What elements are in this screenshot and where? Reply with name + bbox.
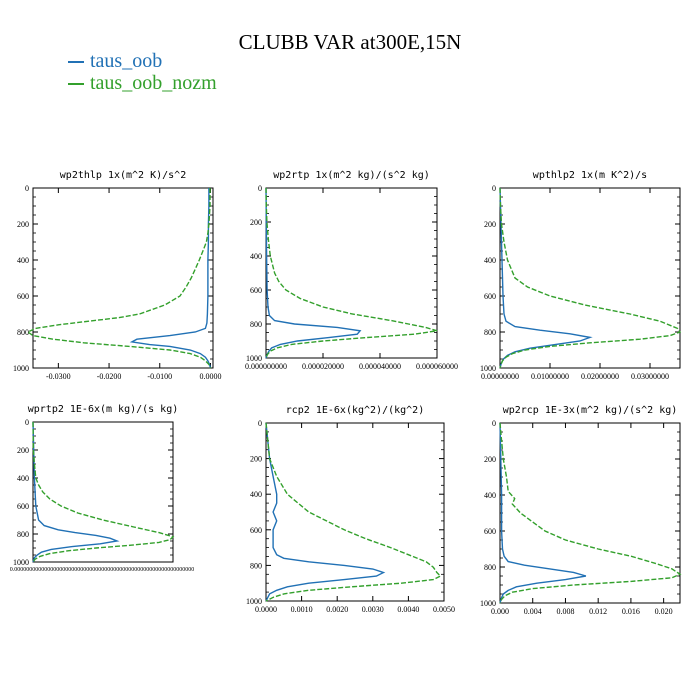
y-tick-label: 0 [492, 184, 496, 193]
x-tick-label: 0.008 [556, 607, 574, 616]
x-tick-label: 0.020 [655, 607, 673, 616]
y-tick-label: 400 [17, 256, 29, 265]
y-tick-label: 1000 [480, 364, 496, 373]
y-tick-label: 800 [484, 328, 496, 337]
y-tick-label: 400 [484, 256, 496, 265]
x-tick-label: -0.0300 [46, 372, 71, 381]
plot-frame [32, 421, 174, 563]
x-tick-label: 0.00000000 [481, 372, 519, 381]
series-line-taus-oob-nozm [499, 187, 682, 369]
y-tick-label: 200 [17, 446, 29, 455]
series-line-taus-oob [265, 187, 362, 359]
y-tick-label: 200 [250, 455, 262, 464]
y-tick-label: 200 [250, 218, 262, 227]
y-tick-label: 1000 [246, 597, 262, 606]
chart-panel: wpthlp2 1x(m K^2)/s 0 200 400 600 800 10000.00… [480, 170, 682, 381]
legend-item-taus-oob: taus_oob [68, 50, 162, 73]
x-tick-label: 0.0040 [397, 605, 419, 614]
x-tick-label: 0.0000 [255, 605, 277, 614]
series-line-taus-oob [32, 421, 120, 563]
x-tick-label: 0.01000000 [531, 372, 569, 381]
x-tick-label: 0.02000000 [581, 372, 619, 381]
y-tick-label: 800 [17, 328, 29, 337]
x-tick-label: 0.000 [491, 607, 509, 616]
y-tick-label: 0 [25, 418, 29, 427]
y-tick-label: 800 [17, 530, 29, 539]
legend-swatch [68, 61, 84, 64]
chart-panel: wprtp2 1E-6x(m kg)/(s kg) 0 200 400 600 800 10… [10, 404, 195, 573]
x-tick-label: -0.0200 [97, 372, 122, 381]
x-tick-label: 0.004 [524, 607, 542, 616]
series-line-taus-oob [499, 422, 587, 604]
x-tick-label: 0.000020000 [302, 362, 344, 371]
y-tick-label: 1000 [480, 599, 496, 608]
y-tick-label: 800 [250, 561, 262, 570]
y-tick-label: 0 [492, 419, 496, 428]
y-tick-label: 200 [484, 455, 496, 464]
legend-item-taus-oob-nozm: taus_oob_nozm [68, 72, 217, 95]
legend-label: taus_oob_nozm [90, 72, 217, 94]
legend-swatch [68, 83, 84, 86]
y-tick-label: 0 [25, 184, 29, 193]
chart-title: wp2thlp 1x(m^2 K)/s^2 [60, 170, 186, 181]
y-tick-label: 1000 [13, 558, 29, 567]
x-tick-label: 0.0050 [433, 605, 455, 614]
x-tick-label: 0.012 [589, 607, 607, 616]
x-tick-label: 0.0000 [199, 372, 221, 381]
plot-frame [265, 422, 445, 602]
chart-title: wp2rtp 1x(m^2 kg)/(s^2 kg) [273, 170, 430, 181]
y-tick-label: 600 [17, 502, 29, 511]
x-tick-label: 0.0020 [326, 605, 348, 614]
series-line-taus-oob [265, 422, 386, 602]
y-tick-label: 0 [258, 419, 262, 428]
y-tick-label: 400 [17, 474, 29, 483]
x-tick-label: 0.000040000 [359, 362, 401, 371]
legend-label: taus_oob [90, 50, 163, 72]
x-tick-label: 0.03000000 [631, 372, 669, 381]
y-tick-label: 800 [250, 320, 262, 329]
y-tick-label: 200 [17, 220, 29, 229]
chart-title: rcp2 1E-6x(kg^2)/(kg^2) [286, 405, 424, 416]
plot-frame [265, 187, 438, 359]
plot-frame [499, 187, 681, 369]
series-line-taus-oob-nozm [265, 422, 442, 602]
x-tick-label: -0.0100 [147, 372, 172, 381]
chart-panel: rcp2 1E-6x(kg^2)/(kg^2) 0 200 400 600 800 1000… [246, 405, 455, 614]
x-tick-label: 0.00000000000000000000000000000000000000… [10, 567, 195, 573]
chart-title: wp2rcp 1E-3x(m^2 kg)/(s^2 kg) [503, 405, 678, 416]
plot-frame [32, 187, 214, 369]
y-tick-label: 400 [250, 252, 262, 261]
y-tick-label: 200 [484, 220, 496, 229]
chart-panel: wp2rtp 1x(m^2 kg)/(s^2 kg) 0 200 400 600 800 1… [245, 170, 458, 371]
y-tick-label: 1000 [246, 354, 262, 363]
y-tick-label: 600 [484, 527, 496, 536]
y-tick-label: 600 [250, 526, 262, 535]
chart-title: wpthlp2 1x(m K^2)/s [533, 170, 647, 181]
plot-frame [499, 422, 681, 604]
series-line-taus-oob [129, 188, 212, 369]
chart-panel: wp2thlp 1x(m^2 K)/s^2 0 200 400 600 800 1000 -0… [13, 170, 221, 381]
y-tick-label: 800 [484, 563, 496, 572]
x-tick-label: 0.0010 [291, 605, 313, 614]
x-tick-label: 0.016 [622, 607, 640, 616]
y-tick-label: 1000 [13, 364, 29, 373]
x-tick-label: 0.000000000 [245, 362, 287, 371]
y-tick-label: 400 [484, 491, 496, 500]
series-line-taus-oob [499, 187, 593, 369]
series-line-taus-oob-nozm [26, 188, 212, 369]
y-tick-label: 600 [484, 292, 496, 301]
y-tick-label: 600 [17, 292, 29, 301]
y-tick-label: 400 [250, 490, 262, 499]
x-tick-label: 0.0030 [362, 605, 384, 614]
page-title: CLUBB VAR at300E,15N [238, 30, 462, 54]
x-tick-label: 0.000060000 [416, 362, 458, 371]
series-line-taus-oob-nozm [265, 187, 438, 359]
y-tick-label: 600 [250, 286, 262, 295]
chart-title: wprtp2 1E-6x(m kg)/(s kg) [28, 404, 179, 415]
chart-panel: wp2rcp 1E-3x(m^2 kg)/(s^2 kg) 0 200 400 600 8… [480, 405, 682, 616]
y-tick-label: 0 [258, 184, 262, 193]
series-line-taus-oob-nozm [499, 422, 682, 604]
series-line-taus-oob-nozm [32, 421, 175, 563]
